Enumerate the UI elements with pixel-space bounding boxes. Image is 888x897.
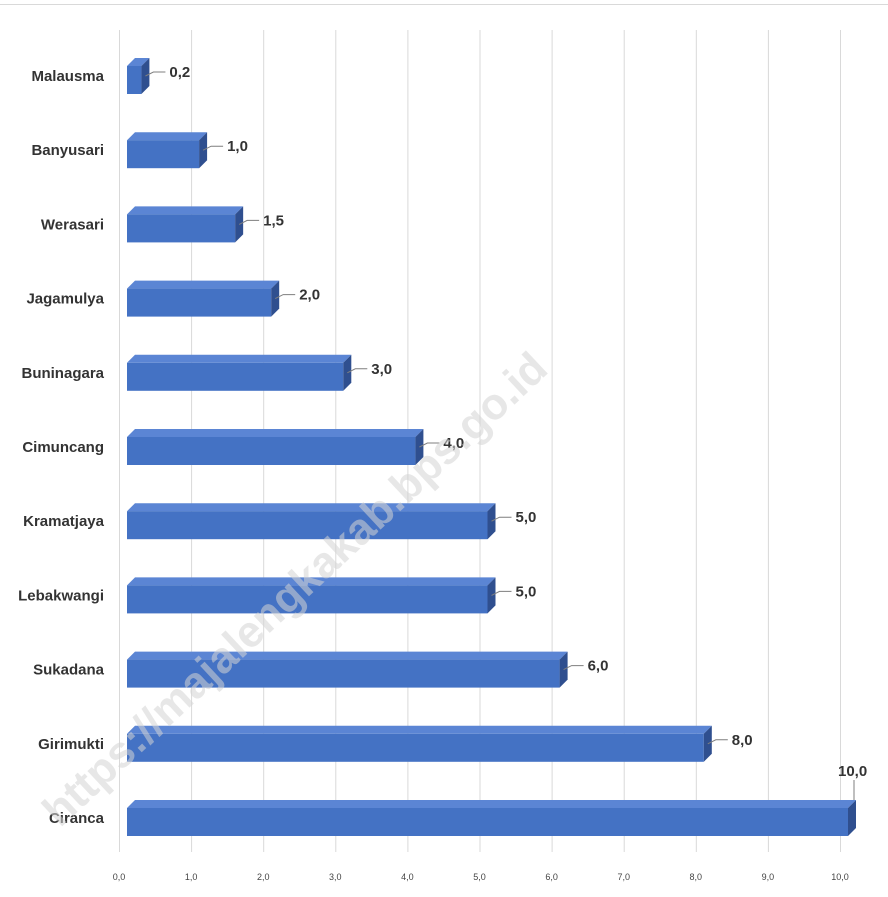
bar-group bbox=[127, 206, 244, 243]
bar-group bbox=[127, 280, 280, 317]
data-label: 2,0 bbox=[299, 287, 320, 304]
leader-line bbox=[563, 665, 584, 671]
bar-top-face bbox=[127, 503, 496, 512]
data-label: 1,5 bbox=[263, 212, 284, 229]
bar bbox=[127, 733, 704, 762]
bar-top-face bbox=[127, 280, 280, 289]
x-tick-label: 8,0 bbox=[690, 872, 703, 882]
category-label: Lebakwangi bbox=[18, 587, 104, 604]
data-label: 5,0 bbox=[516, 509, 537, 526]
bar-group bbox=[127, 354, 352, 391]
bar bbox=[127, 808, 848, 836]
bar bbox=[127, 140, 200, 169]
leader-line bbox=[238, 219, 260, 225]
category-label: Cimuncang bbox=[22, 439, 104, 456]
labels: 0,0 1,0 2,0 3,0 4,0 5,0 6,0 7,0 8,0 9,0 10,0 Malaus… bbox=[18, 64, 867, 882]
bar-top-face bbox=[127, 429, 424, 437]
bar-group bbox=[127, 132, 208, 169]
data-label: 6,0 bbox=[588, 658, 609, 675]
bar bbox=[127, 288, 272, 317]
x-tick-label: 2,0 bbox=[257, 872, 270, 882]
bar-group bbox=[127, 503, 496, 540]
bar-top-face bbox=[127, 651, 568, 660]
bar bbox=[127, 659, 560, 688]
x-tick-label: 9,0 bbox=[762, 872, 775, 882]
bar bbox=[127, 437, 416, 465]
leader-line bbox=[145, 71, 166, 77]
top-divider bbox=[0, 4, 888, 5]
bar-group bbox=[127, 577, 496, 614]
category-label: Malausma bbox=[31, 68, 104, 85]
bar bbox=[127, 214, 236, 243]
x-tick-label: 3,0 bbox=[329, 872, 342, 882]
bar-group bbox=[127, 651, 568, 688]
leader-line bbox=[707, 739, 728, 745]
category-label: Werasari bbox=[41, 216, 104, 233]
x-tick-label: 6,0 bbox=[545, 872, 558, 882]
category-label: Ciranca bbox=[49, 810, 105, 827]
category-label: Buninagara bbox=[21, 365, 104, 382]
category-label: Banyusari bbox=[31, 142, 104, 159]
x-tick-label: 4,0 bbox=[401, 872, 414, 882]
bar bbox=[127, 66, 142, 94]
leader-line bbox=[202, 145, 224, 151]
leader-line bbox=[347, 368, 368, 374]
bar-top-face bbox=[127, 58, 150, 66]
leader-line bbox=[419, 442, 440, 448]
bar-top-face bbox=[127, 354, 352, 363]
category-label: Girimukti bbox=[38, 736, 104, 753]
x-tick-label: 0,0 bbox=[113, 872, 126, 882]
x-tick-label: 1,0 bbox=[185, 872, 198, 882]
bar bbox=[127, 511, 488, 540]
bar-group bbox=[127, 725, 712, 762]
x-tick-label: 7,0 bbox=[617, 872, 630, 882]
bars bbox=[127, 58, 856, 836]
bar bbox=[127, 585, 488, 614]
bar-top-face bbox=[127, 577, 496, 586]
data-label: 10,0 bbox=[838, 763, 867, 780]
bar-top-face bbox=[127, 725, 712, 734]
data-label: 1,0 bbox=[227, 138, 248, 155]
data-label: 0,2 bbox=[169, 64, 190, 81]
bar-group bbox=[127, 429, 424, 465]
data-label: 8,0 bbox=[732, 732, 753, 749]
x-tick-label: 5,0 bbox=[473, 872, 486, 882]
bar bbox=[127, 362, 344, 391]
bar-top-face bbox=[127, 206, 244, 215]
bar-top-face bbox=[127, 132, 208, 141]
category-label: Sukadana bbox=[33, 662, 105, 679]
category-label: Jagamulya bbox=[26, 291, 104, 308]
bar-top-face bbox=[127, 800, 856, 808]
data-label: 5,0 bbox=[516, 583, 537, 600]
data-label: 3,0 bbox=[371, 361, 392, 378]
leader-line bbox=[491, 590, 512, 596]
leader-line bbox=[491, 516, 512, 522]
bar-group bbox=[127, 800, 856, 836]
x-tick-label: 10,0 bbox=[831, 872, 849, 882]
data-label: 4,0 bbox=[443, 435, 464, 452]
leader-line bbox=[274, 294, 296, 300]
category-label: Kramatjaya bbox=[23, 513, 105, 530]
bar-side-face bbox=[848, 800, 856, 836]
bar-group bbox=[127, 58, 150, 94]
gridlines bbox=[119, 30, 841, 852]
